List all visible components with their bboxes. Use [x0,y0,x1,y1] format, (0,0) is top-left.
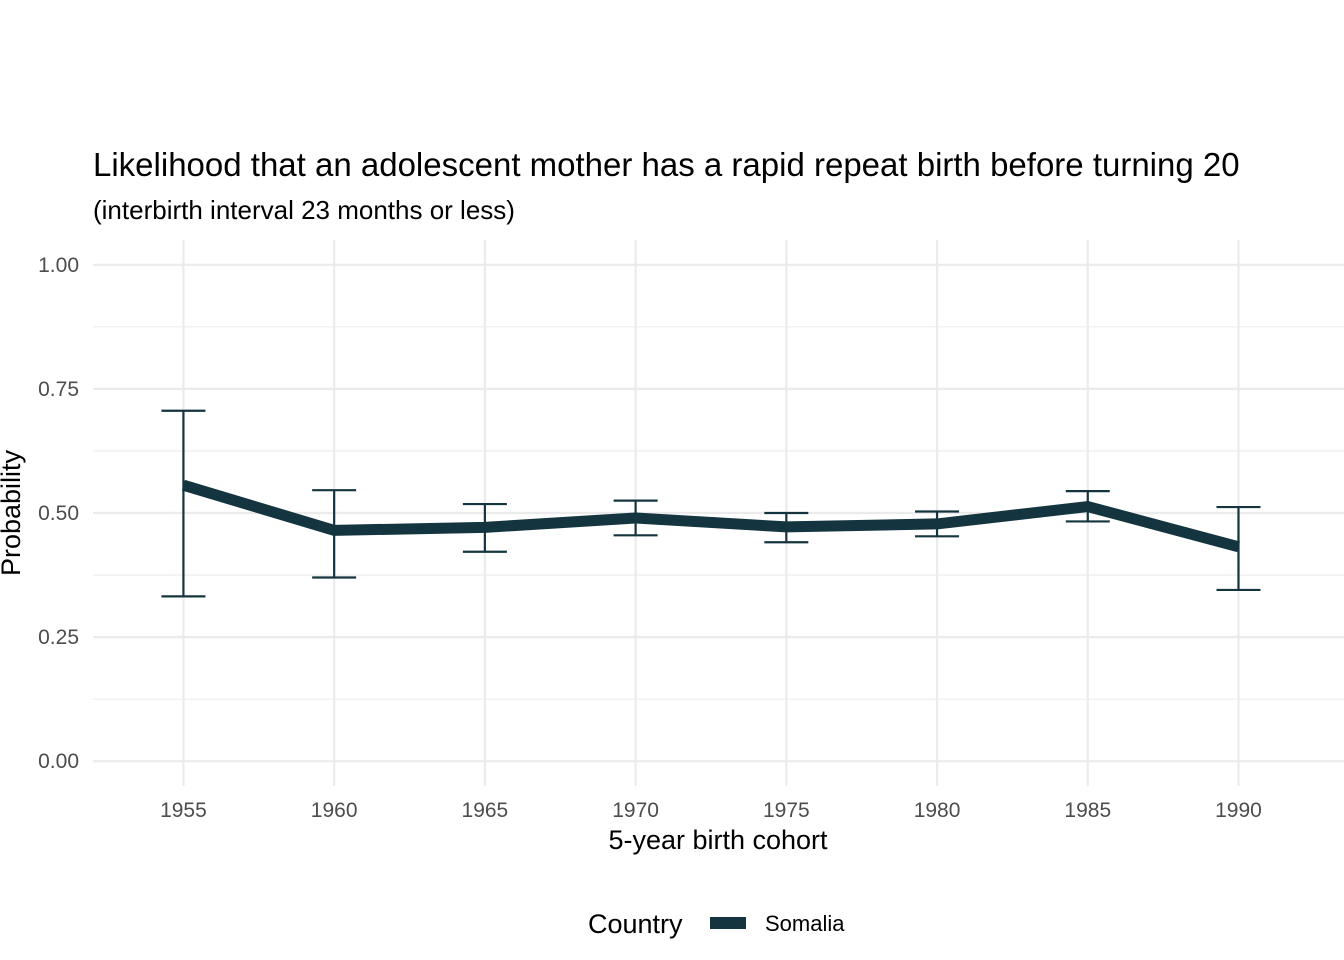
y-tick-label: 0.25 [38,626,79,649]
y-axis-title: Probability [0,449,26,576]
series-somalia [161,409,1261,598]
y-tick-label: 0.00 [38,750,79,773]
y-axis-ticks: 0.00 0.25 0.50 0.75 1.00 [38,254,79,773]
y-tick-label: 0.75 [38,378,79,401]
x-tick-label: 1965 [462,799,509,822]
legend-label-somalia: Somalia [765,911,845,936]
legend-key-somalia [710,917,746,929]
y-tick-label: 0.50 [38,502,79,525]
x-axis-ticks: 1955 1960 1965 1970 1975 1980 1985 1990 [160,799,1262,822]
x-tick-label: 1960 [311,799,358,822]
x-tick-label: 1980 [914,799,961,822]
x-axis-title: 5-year birth cohort [608,825,828,855]
x-tick-label: 1970 [612,799,659,822]
series-layer [161,409,1261,598]
y-tick-label: 1.00 [38,254,79,277]
chart-title: Likelihood that an adolescent mother has… [93,146,1240,183]
legend: Country Somalia [588,909,845,939]
x-tick-label: 1990 [1215,799,1262,822]
error-bar [1216,505,1261,592]
x-tick-label: 1985 [1064,799,1111,822]
x-tick-label: 1975 [763,799,810,822]
chart-subtitle: (interbirth interval 23 months or less) [93,195,515,225]
series-line [181,479,1240,553]
x-tick-label: 1955 [160,799,207,822]
legend-title: Country [588,909,683,939]
error-bar [161,409,206,598]
